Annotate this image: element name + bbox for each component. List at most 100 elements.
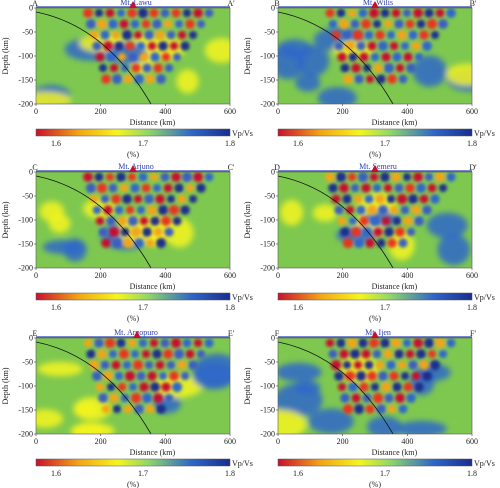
tomography-panel: B B' Mt. Wilis 0 -50 -100 -150 -200 Depth (km) 0 2… — [243, 0, 495, 159]
y-tick-label: 0 — [29, 4, 33, 13]
x-tick-label: 600 — [224, 437, 236, 446]
volcano-marker-icon — [371, 1, 379, 8]
x-tick-label: 400 — [159, 437, 171, 446]
colorbar-unit: (%) — [369, 480, 381, 488]
y-tick-label: -50 — [264, 192, 275, 201]
slab-line — [36, 175, 152, 268]
slab-line — [36, 341, 152, 434]
y-tick-label: 0 — [271, 168, 275, 177]
x-tick-label: 600 — [466, 271, 478, 280]
colorbar-tick-label: 1.8 — [225, 303, 235, 312]
profile-start-label: B — [274, 0, 279, 8]
x-tick-label: 400 — [159, 271, 171, 280]
colorbar-tick-label: 1.6 — [51, 303, 61, 312]
tomography-panel: F F' Mt. Ijen 0 -50 -100 -150 -200 Depth (km) 0 20… — [243, 328, 495, 488]
colorbar — [277, 128, 473, 137]
y-tick-label: -150 — [18, 240, 33, 249]
y-tick-label: 0 — [271, 4, 275, 13]
colorbar-tick-label: 1.8 — [467, 469, 477, 478]
colorbar-label: Vp/Vs — [232, 293, 253, 302]
y-tick-label: -50 — [264, 358, 275, 367]
profile-start-label: C — [32, 163, 37, 172]
x-tick-label: 400 — [401, 271, 413, 280]
volcano-marker-icon — [129, 1, 137, 8]
colorbar-tick-label: 1.6 — [51, 139, 61, 148]
y-tick-label: -200 — [18, 264, 33, 273]
x-tick-label: 200 — [337, 437, 349, 446]
tomography-panel: E E' Mt. Argopuro 0 -50 -100 -150 -200 Depth (km… — [1, 328, 253, 488]
y-tick-label: -150 — [260, 76, 275, 85]
profile-start-label: D — [274, 163, 280, 172]
x-tick-label: 200 — [95, 107, 107, 116]
y-tick-label: -50 — [22, 28, 33, 37]
x-tick-label: 600 — [224, 107, 236, 116]
x-axis-label: Distance (km) — [130, 118, 176, 127]
colorbar-unit: (%) — [369, 314, 381, 323]
y-axis-label: Depth (km) — [1, 367, 10, 404]
profile-end-label: F' — [470, 329, 476, 338]
profile-end-label: D' — [469, 163, 477, 172]
y-tick-label: -150 — [18, 406, 33, 415]
y-axis-label: Depth (km) — [1, 201, 10, 238]
y-tick-label: -200 — [18, 430, 33, 439]
y-axis-label: Depth (km) — [243, 367, 252, 404]
y-tick-label: -50 — [264, 28, 275, 37]
y-tick-label: -150 — [18, 76, 33, 85]
y-axis-label: Depth (km) — [243, 201, 252, 238]
colorbar-tick-label: 1.6 — [293, 139, 303, 148]
colorbar-tick-label: 1.6 — [51, 469, 61, 478]
volcano-marker-icon — [371, 165, 379, 172]
colorbar-tick-label: 1.6 — [293, 469, 303, 478]
slab-line — [36, 11, 152, 104]
y-tick-label: -150 — [260, 406, 275, 415]
x-tick-label: 0 — [276, 271, 280, 280]
tomography-panel: D D' Mt. Semeru 0 -50 -100 -150 -200 Depth (km) 0… — [243, 162, 495, 323]
x-tick-label: 200 — [95, 437, 107, 446]
x-tick-label: 0 — [276, 437, 280, 446]
x-tick-label: 0 — [34, 107, 38, 116]
colorbar-label: Vp/Vs — [474, 129, 495, 138]
colorbar-label: Vp/Vs — [232, 459, 253, 468]
x-tick-label: 0 — [34, 437, 38, 446]
x-axis-label: Distance (km) — [372, 282, 418, 291]
profile-end-label: C' — [228, 163, 235, 172]
y-axis-label: Depth (km) — [1, 37, 10, 74]
colorbar-tick-label: 1.8 — [467, 303, 477, 312]
x-tick-label: 200 — [337, 107, 349, 116]
y-tick-label: -50 — [22, 192, 33, 201]
profile-end-label: B' — [470, 0, 477, 8]
y-tick-label: -100 — [260, 382, 275, 391]
y-tick-label: -200 — [260, 264, 275, 273]
colorbar-unit: (%) — [369, 150, 381, 159]
volcano-title: Mt. Wilis — [363, 0, 393, 7]
volcano-marker-icon — [129, 165, 137, 172]
tomography-panel: A A' Mt. Lawu 0 -50 -100 -150 -200 Depth (km) 0 20… — [1, 0, 253, 159]
x-tick-label: 600 — [466, 107, 478, 116]
x-axis-label: Distance (km) — [372, 118, 418, 127]
profile-start-label: A — [32, 0, 38, 8]
y-tick-label: -150 — [260, 240, 275, 249]
colorbar — [35, 128, 231, 137]
volcano-marker-icon — [133, 331, 141, 338]
y-tick-label: -100 — [18, 382, 33, 391]
colorbar-tick-label: 1.7 — [138, 139, 148, 148]
slab-line — [278, 11, 394, 104]
y-axis-label: Depth (km) — [243, 37, 252, 74]
y-tick-label: -100 — [18, 216, 33, 225]
y-tick-label: -50 — [22, 358, 33, 367]
x-axis-label: Distance (km) — [130, 448, 176, 457]
y-tick-label: -100 — [260, 52, 275, 61]
y-tick-label: 0 — [29, 168, 33, 177]
y-tick-label: -200 — [260, 100, 275, 109]
y-tick-label: -100 — [18, 52, 33, 61]
colorbar — [35, 292, 231, 301]
colorbar — [35, 458, 231, 467]
x-axis-label: Distance (km) — [130, 282, 176, 291]
colorbar-tick-label: 1.8 — [225, 139, 235, 148]
y-tick-label: -100 — [260, 216, 275, 225]
colorbar-label: Vp/Vs — [474, 459, 495, 468]
colorbar-unit: (%) — [127, 480, 139, 488]
x-tick-label: 400 — [401, 437, 413, 446]
colorbar — [277, 458, 473, 467]
colorbar — [277, 292, 473, 301]
